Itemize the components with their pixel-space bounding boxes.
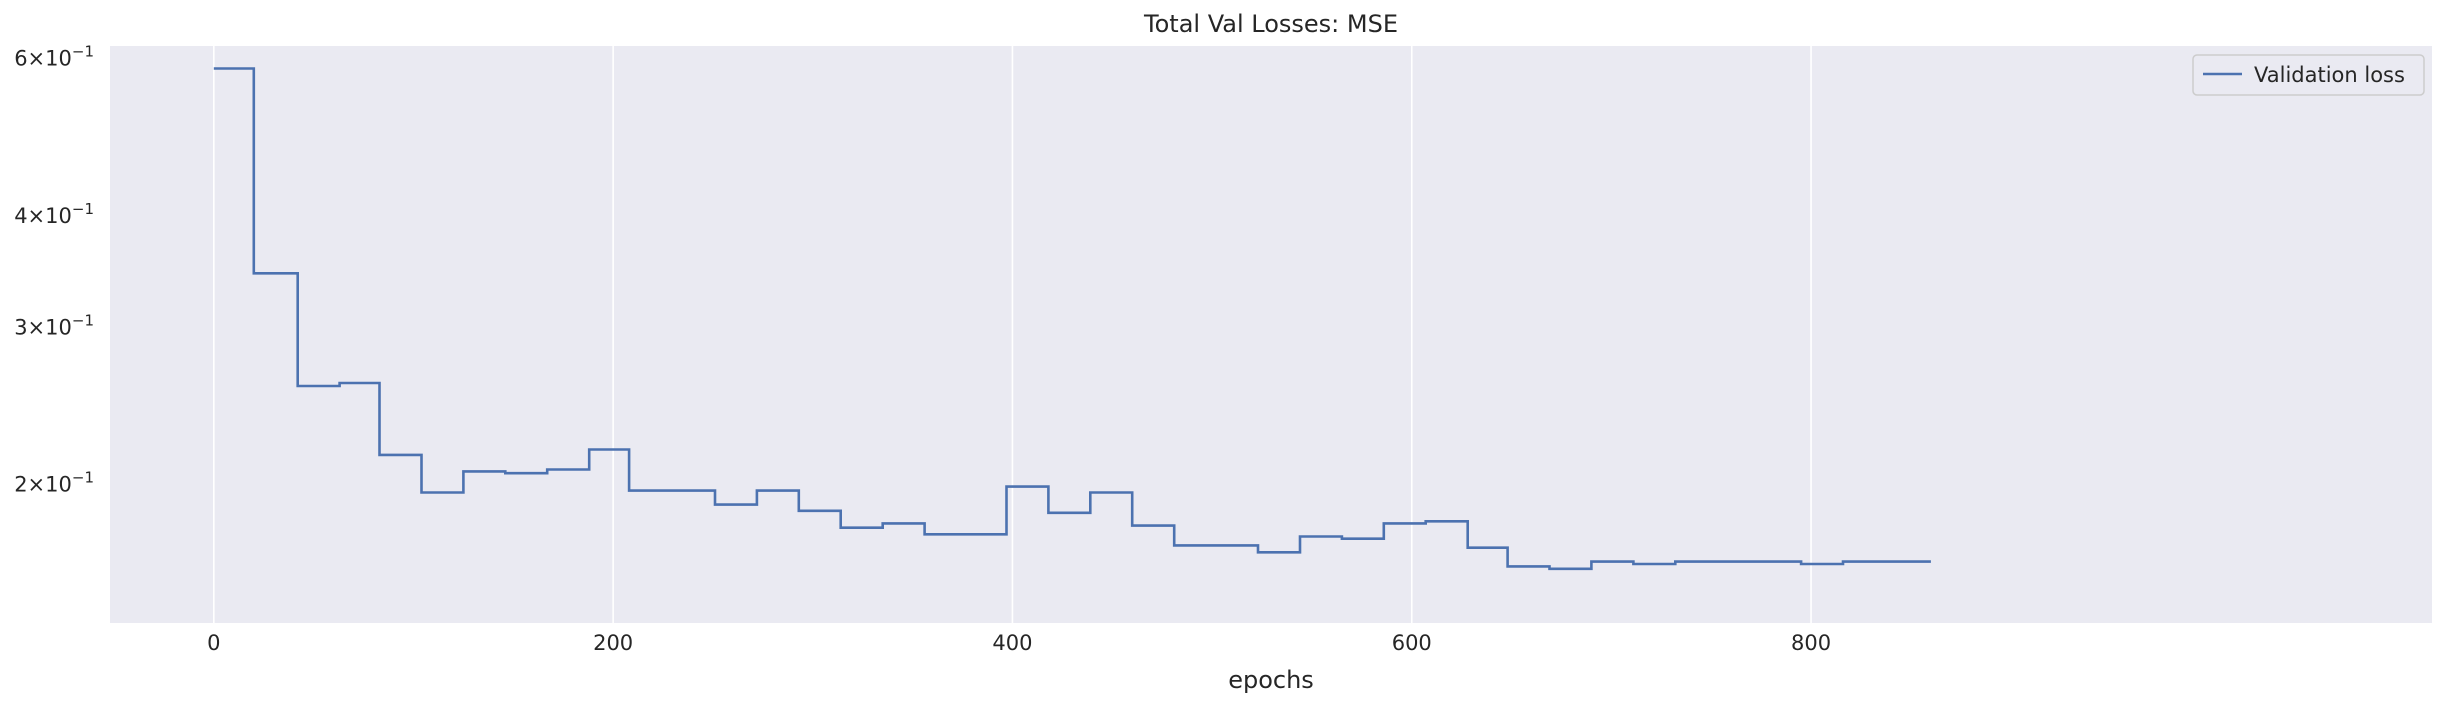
x-tick-label: 400	[992, 631, 1032, 655]
x-tick-labels: 0 200 400 600 800	[207, 631, 1831, 655]
y-tick-label: 3×10−1	[14, 311, 94, 339]
x-tick-label: 200	[593, 631, 633, 655]
legend-box	[2192, 54, 2425, 96]
legend-label: Validation loss	[2254, 63, 2405, 87]
x-tick-label: 600	[1392, 631, 1432, 655]
x-axis-label: epochs	[1228, 666, 1314, 694]
y-tick-labels: 6×10−1 4×10−1 3×10−1 2×10−1	[14, 43, 94, 497]
legend: Validation loss	[2192, 54, 2425, 96]
chart-title: Total Val Losses: MSE	[1143, 10, 1398, 38]
x-tick-label: 800	[1791, 631, 1831, 655]
x-tick-label: 0	[207, 631, 220, 655]
y-tick-label: 4×10−1	[14, 200, 94, 228]
series-line-validation-loss	[213, 67, 1931, 571]
y-tick-label: 6×10−1	[14, 43, 94, 71]
gridlines	[213, 46, 1812, 623]
y-tick-label: 2×10−1	[14, 469, 94, 497]
series-layer	[213, 67, 1931, 571]
plot-background	[110, 46, 2432, 623]
